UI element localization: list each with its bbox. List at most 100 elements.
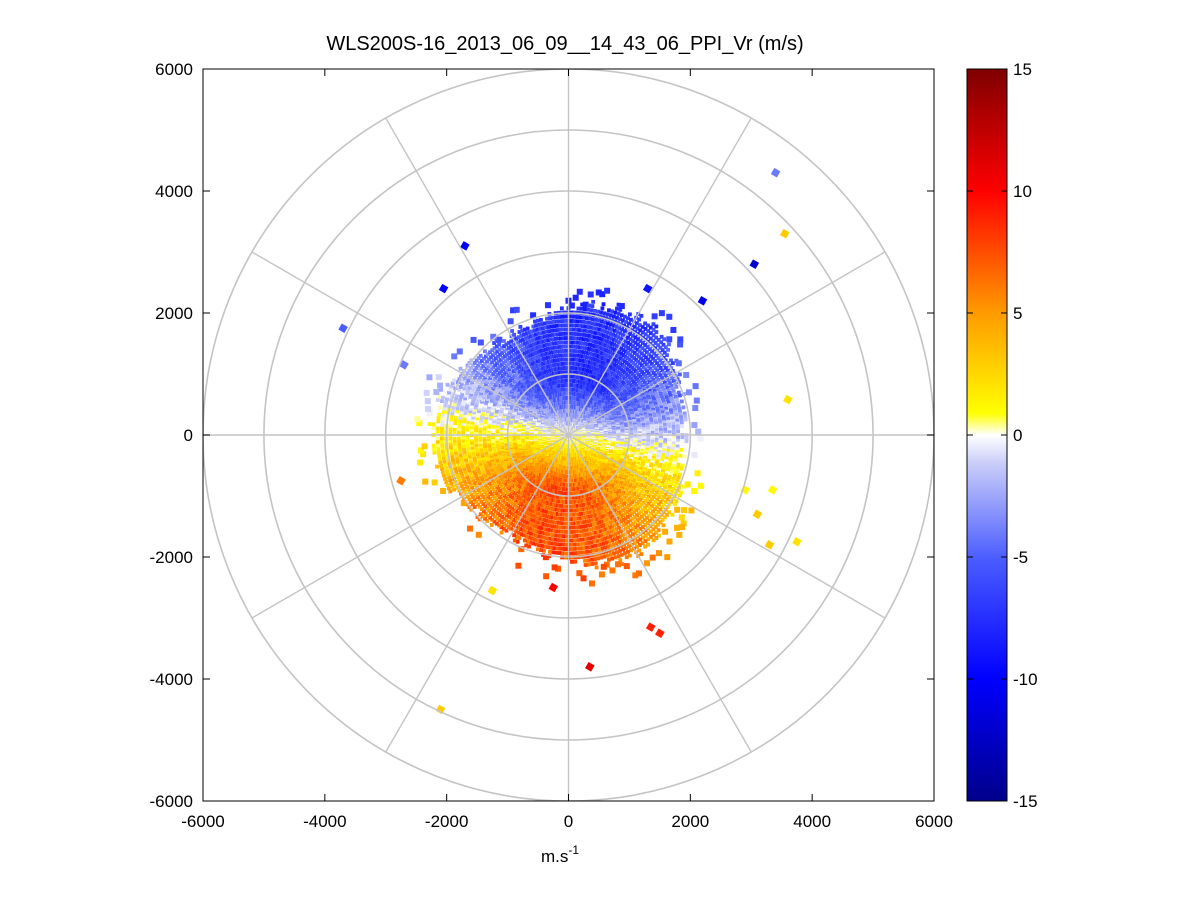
field-cell <box>578 341 583 345</box>
field-cell <box>659 428 663 433</box>
field-cell <box>642 457 647 462</box>
field-cell <box>602 352 607 357</box>
field-cell <box>582 333 587 337</box>
field-cell <box>618 548 622 553</box>
field-cell <box>455 456 459 461</box>
field-cell <box>611 323 616 328</box>
field-cell <box>660 375 664 380</box>
field-cell <box>581 350 586 355</box>
field-cell <box>636 528 640 533</box>
field-cell <box>596 309 600 314</box>
field-cell <box>478 504 482 509</box>
field-cell <box>643 360 647 365</box>
field-cell <box>545 510 550 515</box>
field-cell <box>645 418 649 423</box>
field-cell <box>607 340 612 345</box>
field-cell <box>550 533 555 537</box>
field-cell <box>474 474 479 479</box>
field-cell <box>642 396 647 401</box>
field-cell <box>546 514 551 519</box>
field-cell <box>582 301 589 308</box>
field-cell <box>621 318 625 323</box>
field-cell <box>579 354 583 358</box>
field-cell <box>643 343 648 347</box>
field-cell <box>542 544 547 549</box>
field-cell <box>655 497 660 502</box>
field-cell <box>622 329 627 333</box>
field-cell <box>691 488 698 495</box>
field-cell <box>639 514 644 519</box>
field-cell <box>674 397 679 402</box>
field-cell <box>648 359 652 364</box>
field-cell <box>613 333 618 338</box>
field-cell <box>616 311 621 316</box>
field-cell <box>620 533 625 538</box>
field-cell <box>585 532 589 537</box>
field-cell <box>554 525 559 529</box>
field-cell <box>641 425 646 430</box>
field-cell <box>628 337 633 342</box>
field-cell <box>659 430 663 435</box>
field-cell <box>676 475 681 480</box>
field-cell <box>599 332 603 337</box>
field-cell <box>492 463 497 468</box>
field-cell <box>654 536 659 540</box>
field-cell <box>663 435 668 440</box>
field-cell <box>462 479 467 484</box>
field-cell <box>589 308 594 313</box>
field-cell <box>662 420 667 425</box>
field-cell <box>456 462 461 467</box>
field-cell <box>467 525 474 532</box>
field-cell <box>527 521 532 526</box>
field-cell <box>466 487 471 492</box>
field-cell <box>649 462 654 467</box>
field-cell <box>468 456 473 461</box>
field-cell <box>589 540 594 545</box>
field-cell <box>664 383 669 388</box>
field-cell <box>555 520 559 525</box>
field-cell <box>674 468 679 473</box>
field-cell <box>532 537 537 542</box>
field-cell <box>625 356 630 360</box>
field-cell <box>493 483 498 488</box>
field-cell <box>600 546 604 551</box>
field-cell <box>589 527 594 532</box>
field-cell <box>511 513 516 517</box>
field-cell <box>486 471 491 475</box>
field-cell <box>606 507 611 511</box>
field-cell <box>654 330 659 334</box>
field-cell <box>590 334 595 339</box>
field-cell <box>645 369 650 374</box>
field-cell <box>485 506 489 511</box>
field-cell <box>463 455 468 459</box>
field-cell <box>660 458 664 463</box>
field-cell <box>653 449 658 454</box>
field-cell <box>656 509 661 514</box>
field-cell <box>646 435 651 440</box>
field-cell <box>540 513 545 517</box>
field-cell <box>643 321 648 326</box>
field-cell <box>672 461 677 466</box>
field-cell <box>586 307 591 312</box>
field-cell <box>658 507 663 512</box>
field-cell <box>601 302 606 307</box>
field-cell <box>592 308 597 313</box>
field-cell <box>535 520 540 525</box>
field-cell <box>578 550 583 555</box>
field-cell <box>499 525 504 530</box>
field-cell <box>661 450 666 455</box>
field-cell <box>558 512 563 517</box>
field-cell <box>574 529 579 534</box>
field-cell <box>507 510 512 514</box>
field-cell <box>683 417 688 422</box>
field-cell <box>678 453 683 458</box>
field-cell <box>665 412 670 416</box>
field-cell <box>524 510 529 515</box>
field-cell <box>667 443 671 448</box>
field-cell <box>555 542 559 547</box>
field-cell <box>486 513 490 518</box>
field-cell <box>470 485 475 490</box>
field-cell <box>528 512 533 517</box>
field-cell <box>577 332 581 337</box>
